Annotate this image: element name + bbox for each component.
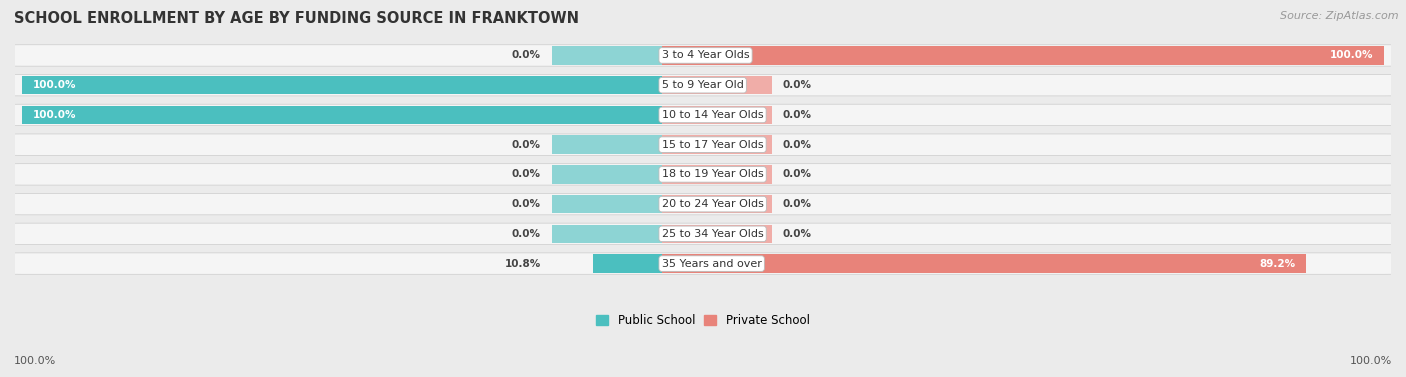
Text: 100.0%: 100.0%	[14, 356, 56, 366]
Text: 10.8%: 10.8%	[505, 259, 541, 268]
FancyBboxPatch shape	[8, 193, 1398, 215]
Text: 20 to 24 Year Olds: 20 to 24 Year Olds	[662, 199, 763, 209]
Text: 100.0%: 100.0%	[1330, 51, 1374, 60]
Bar	[551, 195, 662, 213]
Text: 15 to 17 Year Olds: 15 to 17 Year Olds	[662, 139, 763, 150]
Text: 0.0%: 0.0%	[783, 80, 811, 90]
FancyBboxPatch shape	[8, 104, 1398, 126]
Text: 0.0%: 0.0%	[512, 169, 541, 179]
Text: 0.0%: 0.0%	[512, 139, 541, 150]
Text: 0.0%: 0.0%	[512, 51, 541, 60]
Text: 10 to 14 Year Olds: 10 to 14 Year Olds	[662, 110, 763, 120]
Text: 35 Years and over: 35 Years and over	[662, 259, 762, 268]
Text: 0.0%: 0.0%	[783, 169, 811, 179]
Text: 0.0%: 0.0%	[783, 229, 811, 239]
Bar	[551, 135, 662, 154]
Bar	[22, 106, 662, 124]
Text: 18 to 19 Year Olds: 18 to 19 Year Olds	[662, 169, 763, 179]
Text: SCHOOL ENROLLMENT BY AGE BY FUNDING SOURCE IN FRANKTOWN: SCHOOL ENROLLMENT BY AGE BY FUNDING SOUR…	[14, 11, 579, 26]
Text: 0.0%: 0.0%	[783, 110, 811, 120]
Text: 100.0%: 100.0%	[32, 110, 76, 120]
Bar	[551, 165, 662, 184]
Text: Source: ZipAtlas.com: Source: ZipAtlas.com	[1281, 11, 1399, 21]
Bar	[662, 106, 772, 124]
Text: 100.0%: 100.0%	[1350, 356, 1392, 366]
FancyBboxPatch shape	[8, 164, 1398, 185]
Bar	[662, 195, 772, 213]
Text: 100.0%: 100.0%	[32, 80, 76, 90]
Text: 0.0%: 0.0%	[783, 139, 811, 150]
Text: 0.0%: 0.0%	[783, 199, 811, 209]
FancyBboxPatch shape	[8, 223, 1398, 245]
Bar	[662, 225, 772, 243]
Bar	[662, 76, 772, 94]
Text: 0.0%: 0.0%	[512, 199, 541, 209]
FancyBboxPatch shape	[8, 45, 1398, 66]
FancyBboxPatch shape	[8, 134, 1398, 155]
Text: 25 to 34 Year Olds: 25 to 34 Year Olds	[662, 229, 763, 239]
FancyBboxPatch shape	[8, 253, 1398, 274]
Bar	[662, 165, 772, 184]
FancyBboxPatch shape	[8, 75, 1398, 96]
Bar	[662, 46, 1384, 65]
Bar	[592, 254, 662, 273]
Text: 5 to 9 Year Old: 5 to 9 Year Old	[662, 80, 744, 90]
Bar	[551, 46, 662, 65]
Legend: Public School, Private School: Public School, Private School	[593, 311, 813, 329]
Bar	[662, 135, 772, 154]
Text: 0.0%: 0.0%	[512, 229, 541, 239]
Bar	[662, 254, 1306, 273]
Bar	[22, 76, 662, 94]
Bar	[551, 225, 662, 243]
Text: 3 to 4 Year Olds: 3 to 4 Year Olds	[662, 51, 749, 60]
Text: 89.2%: 89.2%	[1258, 259, 1295, 268]
